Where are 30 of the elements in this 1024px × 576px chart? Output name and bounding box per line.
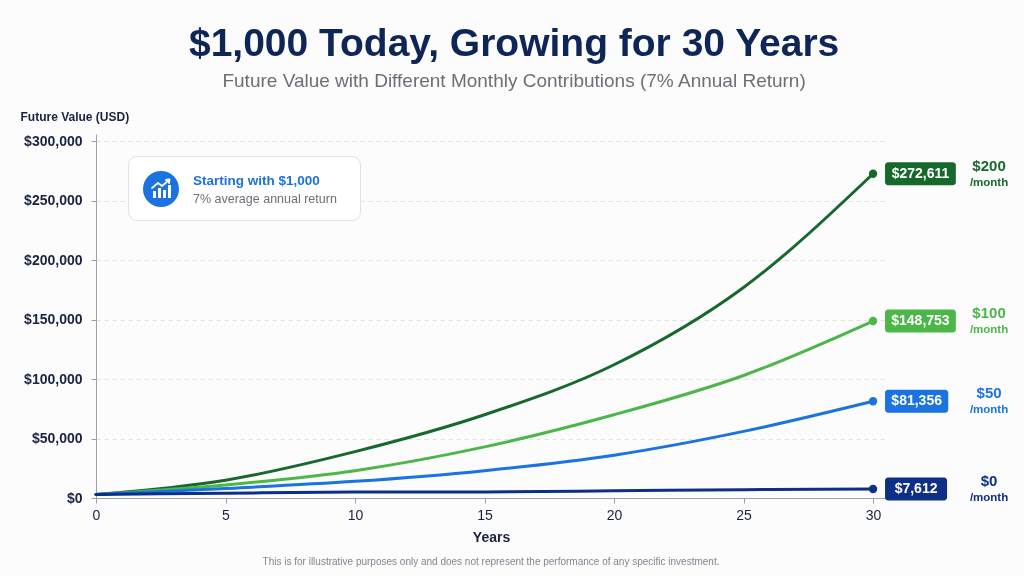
y-tick-label: $100,000 [24, 370, 83, 387]
x-tick-label: 15 [477, 506, 494, 523]
legend-label: $100 /month [969, 304, 1009, 336]
y-tick-label: $50,000 [31, 430, 83, 447]
x-tick-label: 20 [606, 506, 623, 523]
legend-label: $200 /month [969, 156, 1009, 188]
chart-subtitle: Future Value with Different Monthly Contributions (7% Annual Return) [222, 70, 806, 91]
x-tick-label: 10 [347, 506, 364, 523]
y-tick-label: $150,000 [24, 311, 83, 328]
y-tick-label: $300,000 [24, 132, 83, 149]
x-axis-title: Years [472, 528, 511, 545]
x-tick-label: 5 [222, 506, 231, 523]
x-tick-label: 30 [865, 506, 882, 523]
data-label: $272,611 [891, 164, 950, 181]
annotation: Starting with $1,000 [193, 173, 320, 188]
x-tick-label: 25 [736, 506, 753, 523]
data-label: $148,753 [891, 312, 950, 329]
chart-title: $1,000 Today, Growing for 30 Years [188, 21, 840, 64]
text: This is for illustrative purposes only and does not represent the performance of any specific investment. [262, 556, 720, 567]
info-card: Starting with $1,000 7% average annual return [128, 156, 361, 221]
x-tick-label: 0 [92, 506, 101, 523]
y-tick-label: $200,000 [24, 251, 83, 268]
legend-label: $50 /month [969, 384, 1009, 416]
y-tick-label: $0 [66, 489, 83, 506]
annotation: 7% average annual return [193, 192, 337, 206]
data-label: $7,612 [894, 479, 938, 496]
data-label: $81,356 [891, 392, 943, 409]
y-tick-label: $250,000 [24, 192, 83, 209]
y-axis-title: Future Value (USD) [20, 109, 130, 124]
legend-label: $0 /month [969, 471, 1009, 503]
